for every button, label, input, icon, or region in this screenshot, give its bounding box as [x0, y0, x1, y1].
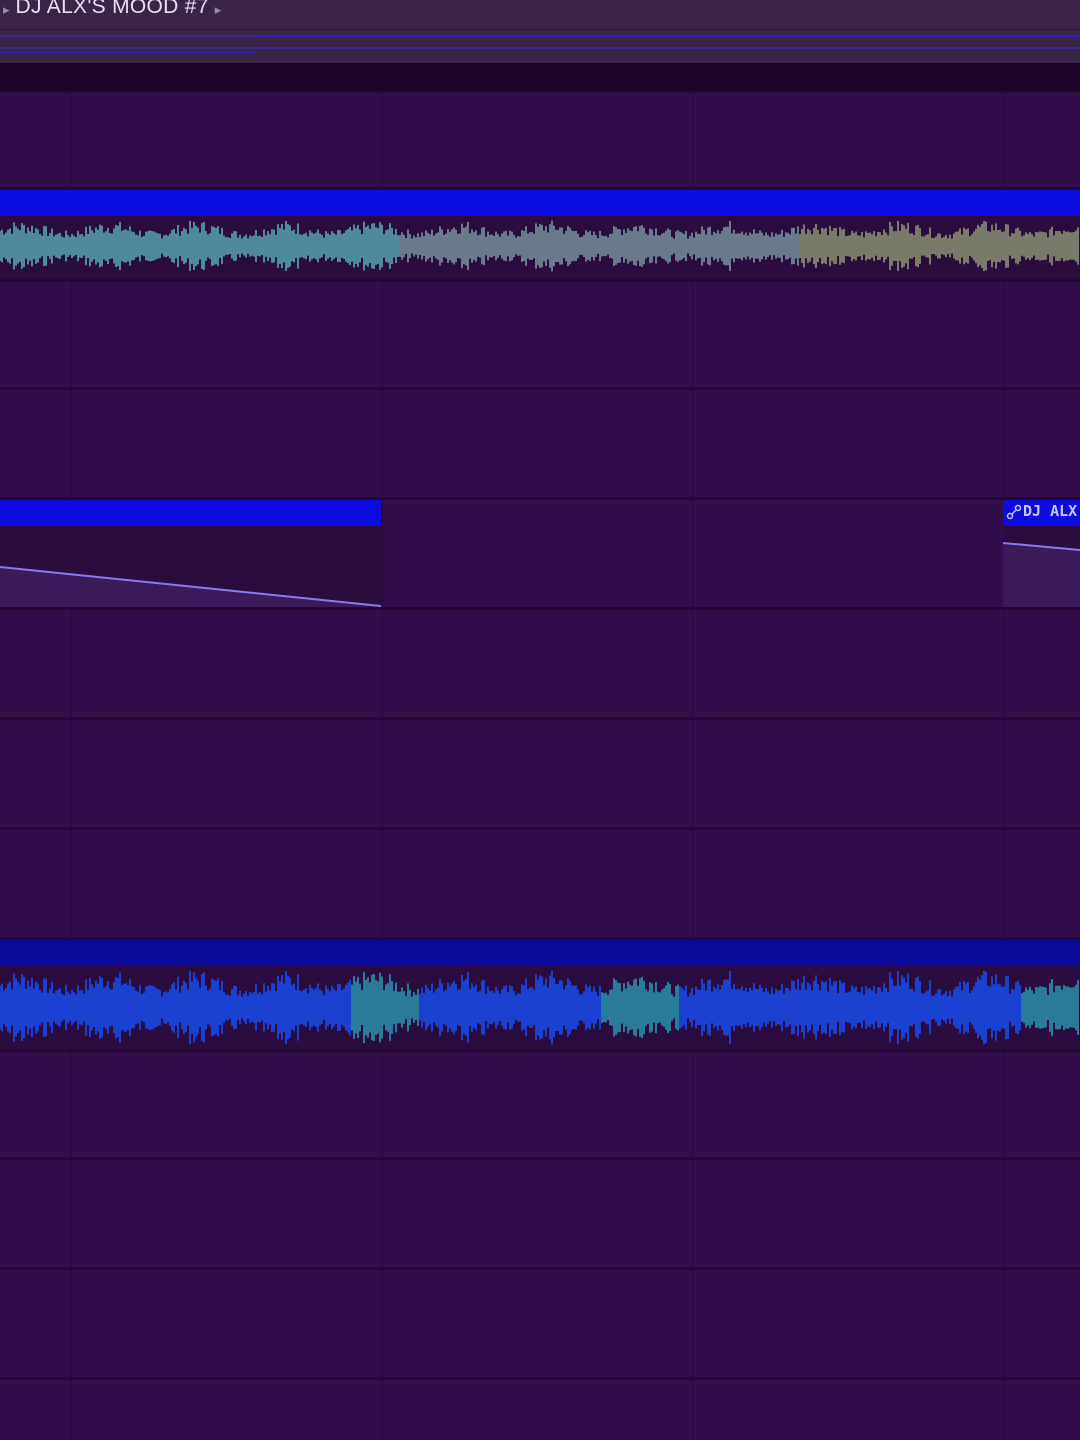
track-divider [0, 717, 1080, 720]
grid-line [381, 93, 383, 1440]
automation-clip-2[interactable]: DJ ALX' [1003, 500, 1080, 607]
track-divider [0, 1157, 1080, 1160]
waveform-bars [0, 970, 1079, 1045]
track-divider [0, 1377, 1080, 1380]
prev-pattern-icon[interactable]: ▸ [3, 3, 10, 18]
audio-clip-1[interactable] [0, 190, 1080, 279]
clip-label: DJ ALX' [1023, 502, 1080, 520]
track-divider [0, 187, 1080, 190]
playlist-title-bar: ▸ DJ ALX'S MOOD #7 ▸ [0, 0, 1080, 30]
track-divider [0, 497, 1080, 500]
audio-clip-2[interactable] [0, 940, 1080, 1049]
grid-line [70, 93, 72, 1440]
grid-line [1003, 93, 1005, 1440]
clip-header[interactable]: DJ ALX' [1003, 500, 1080, 526]
track-divider [0, 1049, 1080, 1052]
track-divider [0, 279, 1080, 282]
clip-header[interactable] [0, 500, 381, 526]
track-divider [0, 827, 1080, 830]
track-divider [0, 387, 1080, 390]
automation-curve [0, 566, 381, 607]
grid-line [692, 93, 694, 1440]
timeline-ruler[interactable] [0, 63, 1080, 93]
playlist-grid[interactable]: DJ ALX' [0, 93, 1080, 1440]
track-divider [0, 937, 1080, 940]
automation-curve [1003, 542, 1080, 607]
next-pattern-icon[interactable]: ▸ [214, 3, 222, 18]
audio-waveform [0, 220, 1079, 272]
playlist-overview-scrollbar[interactable] [0, 30, 1080, 63]
automation-link-icon [1006, 504, 1022, 520]
pattern-title[interactable]: DJ ALX'S MOOD #7 [15, 0, 209, 18]
clip-header[interactable] [0, 190, 1080, 216]
audio-waveform [0, 970, 1079, 1045]
automation-clip-1[interactable] [0, 500, 381, 607]
waveform-bars [0, 220, 1079, 272]
track-divider [0, 1267, 1080, 1270]
clip-header[interactable] [0, 940, 1080, 966]
track-divider [0, 607, 1080, 610]
